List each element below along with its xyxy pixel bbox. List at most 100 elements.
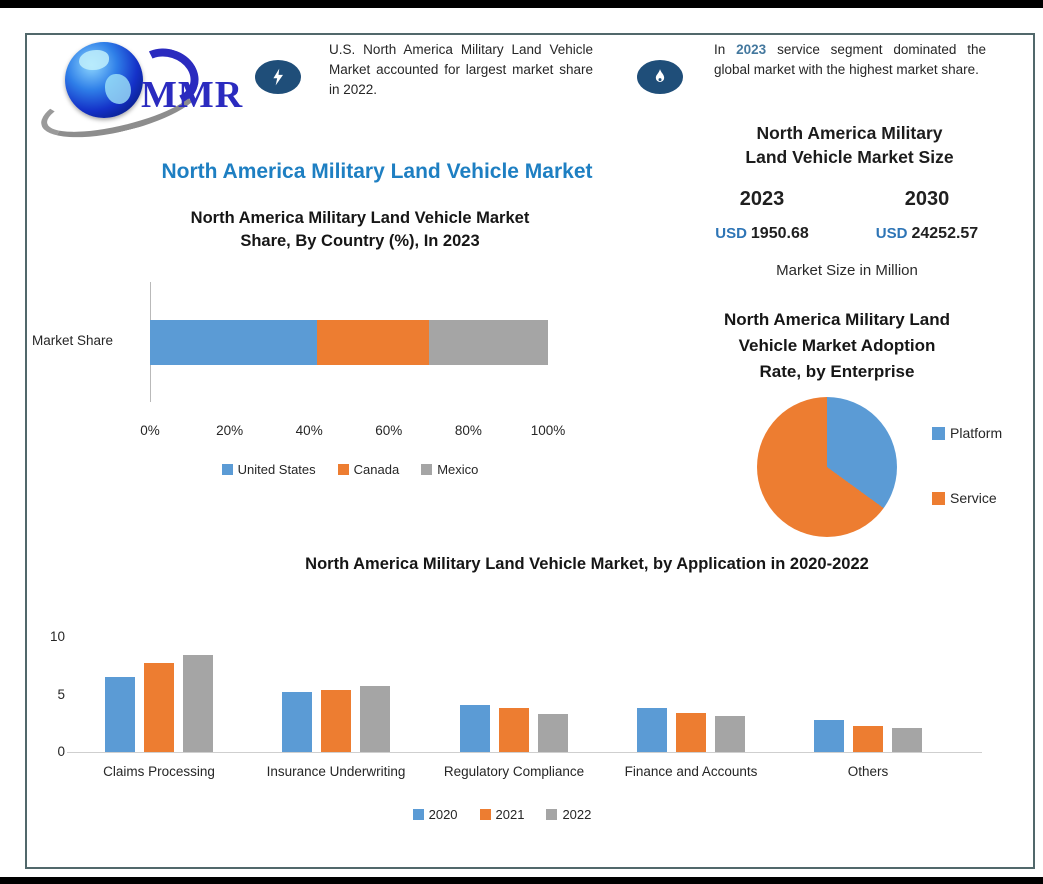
category-label: Regulatory Compliance: [443, 764, 585, 779]
bar-2022: [538, 714, 568, 752]
chart1-x-axis: 0% 20% 40% 60% 80% 100%: [140, 423, 565, 439]
y-tick-label: 5: [57, 686, 65, 702]
callout-year: 2023: [736, 42, 767, 57]
bar-2021: [499, 708, 529, 752]
lightning-glyph: [273, 68, 283, 86]
legend-item-2020: 2020: [412, 807, 458, 822]
legend-item-2022: 2022: [546, 807, 591, 822]
market-size-year-2023: 2023: [739, 188, 785, 210]
y-tick-label: 0: [57, 744, 65, 759]
x-tick-label: 40%: [295, 423, 323, 438]
flame-glyph: [655, 69, 665, 82]
bar-segment-mexico: [428, 320, 548, 365]
bar-cluster: [248, 637, 424, 752]
callout-prefix: In: [714, 42, 726, 57]
legend-item-united-states: United States: [221, 462, 316, 477]
category-label: Insurance Underwriting: [266, 764, 406, 779]
bar-2021: [676, 712, 706, 752]
bar-2020: [814, 719, 844, 752]
category-label: Finance and Accounts: [624, 764, 758, 779]
bar-segment-canada: [317, 320, 429, 365]
bottom-black-strip: [0, 877, 1043, 884]
legend-label: Mexico: [437, 462, 479, 477]
mmr-logo: MMR: [35, 35, 267, 151]
bar-2020: [105, 677, 135, 752]
bar-group-claims-processing: Claims Processing: [71, 637, 247, 779]
x-tick-label: 20%: [216, 423, 244, 438]
legend-label: Platform: [950, 425, 1003, 441]
legend-swatch: [412, 809, 424, 820]
market-size-value-2023: USD 1950.68: [687, 225, 837, 243]
legend-swatch: [421, 464, 433, 475]
top-black-strip: [0, 0, 1043, 8]
bar-2022: [360, 686, 390, 752]
bar-2020: [460, 704, 490, 752]
legend-label: 2020: [428, 807, 458, 822]
legend-label: Service: [950, 490, 997, 506]
chart3-title: North America Military Land Vehicle Mark…: [305, 555, 869, 573]
chart2-title: North America Military Land Vehicle Mark…: [723, 310, 951, 381]
x-tick-label: 0%: [140, 423, 160, 438]
bar-cluster: [71, 637, 247, 752]
legend-item-mexico: Mexico: [421, 462, 478, 477]
market-size-note: Market Size in Million: [776, 262, 918, 279]
value-2030: 24252.57: [911, 225, 979, 242]
legend-swatch: [932, 491, 945, 505]
bar-2020: [637, 708, 667, 752]
legend-swatch: [932, 426, 945, 440]
bar-2022: [892, 727, 922, 752]
pie-chart: [757, 397, 897, 537]
callout-us-market-share: U.S. North America Military Land Vehicle…: [329, 42, 593, 97]
bar-group-regulatory-compliance: Regulatory Compliance: [426, 637, 602, 779]
chart2-legend: Platform Service: [932, 425, 1002, 506]
value-2023: 1950.68: [750, 225, 809, 242]
bar-group-others: Others: [780, 637, 956, 779]
legend-item-platform: Platform: [932, 425, 1002, 441]
market-size-years: 2023 2030: [687, 188, 1007, 211]
globe-icon: [65, 42, 143, 118]
chart1-title: North America Military Land Vehicle Mark…: [190, 209, 530, 250]
legend-swatch: [337, 464, 349, 475]
bar-2022: [715, 716, 745, 752]
chart3-baseline: [67, 752, 982, 753]
legend-item-service: Service: [932, 490, 1002, 506]
bar-2021: [144, 663, 174, 752]
legend-label: 2021: [495, 807, 525, 822]
bar-cluster: [426, 637, 602, 752]
legend-item-canada: Canada: [337, 462, 400, 477]
legend-swatch: [479, 809, 491, 820]
category-label: Claims Processing: [103, 764, 215, 779]
bar-cluster: [603, 637, 779, 752]
stacked-bar: [150, 320, 548, 365]
currency-label: USD: [875, 225, 908, 242]
legend-label: United States: [237, 462, 316, 477]
legend-swatch: [546, 809, 558, 820]
bar-group-insurance-underwriting: Insurance Underwriting: [248, 637, 424, 779]
category-label: Others: [847, 764, 889, 779]
bar-2020: [282, 692, 312, 752]
flame-icon: [637, 60, 683, 94]
chart1-legend: United States Canada Mexico: [130, 462, 570, 477]
legend-swatch: [221, 464, 233, 475]
bar-group-finance-and-accounts: Finance and Accounts: [603, 637, 779, 779]
legend-item-2021: 2021: [479, 807, 525, 822]
chart1-category-label: Market Share: [32, 333, 114, 348]
x-tick-label: 100%: [530, 423, 566, 438]
callout-service-segment: In 2023 service segment dominated the gl…: [714, 40, 986, 80]
chart3-legend: 2020 2021 2022: [27, 807, 977, 822]
market-size-title: North America Military Land Vehicle Mark…: [745, 123, 954, 167]
legend-label: 2022: [562, 807, 592, 822]
logo-text: MMR: [141, 74, 244, 116]
currency-label: USD: [715, 225, 747, 242]
market-size-value-2030: USD 24252.57: [852, 225, 1002, 243]
infographic-frame: MMR U.S. North America Military Land Veh…: [25, 33, 1035, 869]
bar-2021: [321, 689, 351, 752]
callout-rest: service segment dominated the global mar…: [714, 42, 986, 77]
market-size-year-2030: 2030: [904, 188, 950, 210]
x-tick-label: 80%: [454, 423, 482, 438]
y-tick-label: 10: [49, 629, 65, 644]
lightning-icon: [255, 60, 301, 94]
market-size-values: USD 1950.68 USD 24252.57: [687, 225, 1007, 243]
legend-label: Canada: [353, 462, 400, 477]
page-title: North America Military Land Vehicle Mark…: [161, 160, 593, 183]
